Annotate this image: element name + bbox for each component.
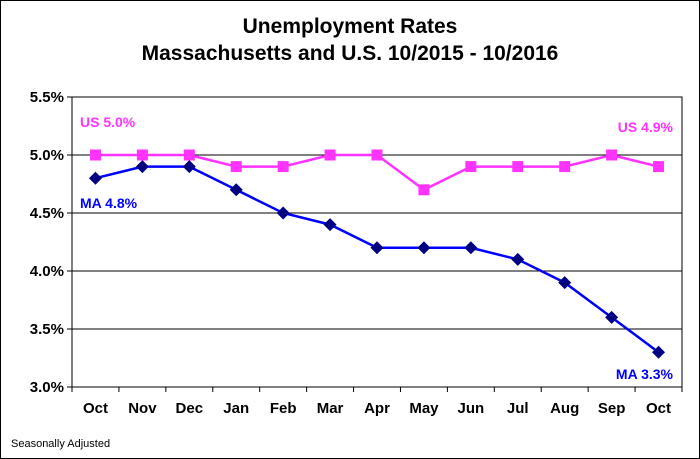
x-tick-label: Oct [646, 400, 671, 417]
series-ma [88, 160, 666, 359]
x-tick-label: Aug [550, 400, 579, 417]
x-tick-label: Feb [270, 400, 297, 417]
data-point-ma [558, 276, 572, 290]
annotation-value: 4.8% [105, 195, 137, 211]
x-tick-label: Jul [507, 400, 529, 417]
data-point-us [418, 184, 430, 196]
y-tick-label: 3.5% [30, 321, 64, 338]
annotations: US 5.0% US 4.9%MA 4.8%MA 3.3% [80, 114, 674, 382]
annotation-series-label: US [80, 114, 103, 130]
data-point-us [230, 161, 242, 173]
data-point-us [183, 149, 195, 161]
x-tick-label: Jun [458, 400, 485, 417]
x-tick-label: Sep [598, 400, 626, 417]
x-tick-label: Apr [364, 400, 390, 417]
data-point-us [371, 149, 383, 161]
y-axis-ticks: 3.0% 3.5% 4.0% 4.5% 5.0% 5.5% [30, 89, 72, 396]
data-point-ma [605, 310, 619, 324]
data-point-us [277, 161, 289, 173]
data-point-ma [323, 218, 337, 232]
y-tick-label: 3.0% [30, 379, 64, 396]
data-point-us [653, 161, 665, 173]
annotation-series-label: MA [80, 195, 105, 211]
x-tick-label: Jan [223, 400, 249, 417]
y-tick-label: 5.0% [30, 147, 64, 164]
annotation-series-label: MA [616, 366, 641, 382]
data-point-us [136, 149, 148, 161]
y-tick-label: 5.5% [30, 89, 64, 106]
x-tick-label: Oct [83, 400, 108, 417]
data-point-us [465, 161, 477, 173]
x-tick-label: Nov [128, 400, 157, 417]
series-us [89, 149, 665, 196]
data-point-ma [511, 252, 525, 266]
y-tick-label: 4.0% [30, 263, 64, 280]
annotation-ma-start: MA 4.8% [80, 195, 138, 211]
chart-title-line-1: Unemployment Rates [243, 15, 458, 38]
data-point-ma [464, 241, 478, 255]
annotation-value: 3.3% [641, 366, 673, 382]
annotation-us-end: US 4.9% [618, 119, 674, 135]
data-point-us [512, 161, 524, 173]
data-point-ma [276, 206, 290, 220]
annotation-ma-end: MA 3.3% [616, 366, 674, 382]
x-tick-label: May [409, 400, 439, 417]
x-tick-label: Dec [176, 400, 204, 417]
data-point-ma [417, 241, 431, 255]
chart-title-line-2: Massachusetts and U.S. 10/2015 - 10/2016 [142, 42, 559, 65]
data-point-us [559, 161, 571, 173]
data-point-ma [88, 171, 102, 185]
annotation-value: 4.9% [641, 119, 673, 135]
x-tick-label: Mar [317, 400, 344, 417]
data-point-ma [652, 345, 666, 359]
annotation-us-start: US 5.0% [80, 114, 136, 130]
data-point-us [324, 149, 336, 161]
y-tick-label: 4.5% [30, 205, 64, 222]
data-point-ma [229, 183, 243, 197]
annotation-value: 5.0% [103, 114, 135, 130]
footnote: Seasonally Adjusted [11, 438, 110, 450]
data-point-ma [135, 160, 149, 174]
data-point-ma [182, 160, 196, 174]
annotation-series-label: US [618, 119, 641, 135]
data-point-ma [370, 241, 384, 255]
data-point-us [606, 149, 618, 161]
data-point-us [89, 149, 101, 161]
series-layer [88, 149, 666, 359]
x-axis-ticks: Oct Nov Dec Jan Feb Mar Apr May Jun Jul Aug Sep Oct [71, 387, 683, 417]
